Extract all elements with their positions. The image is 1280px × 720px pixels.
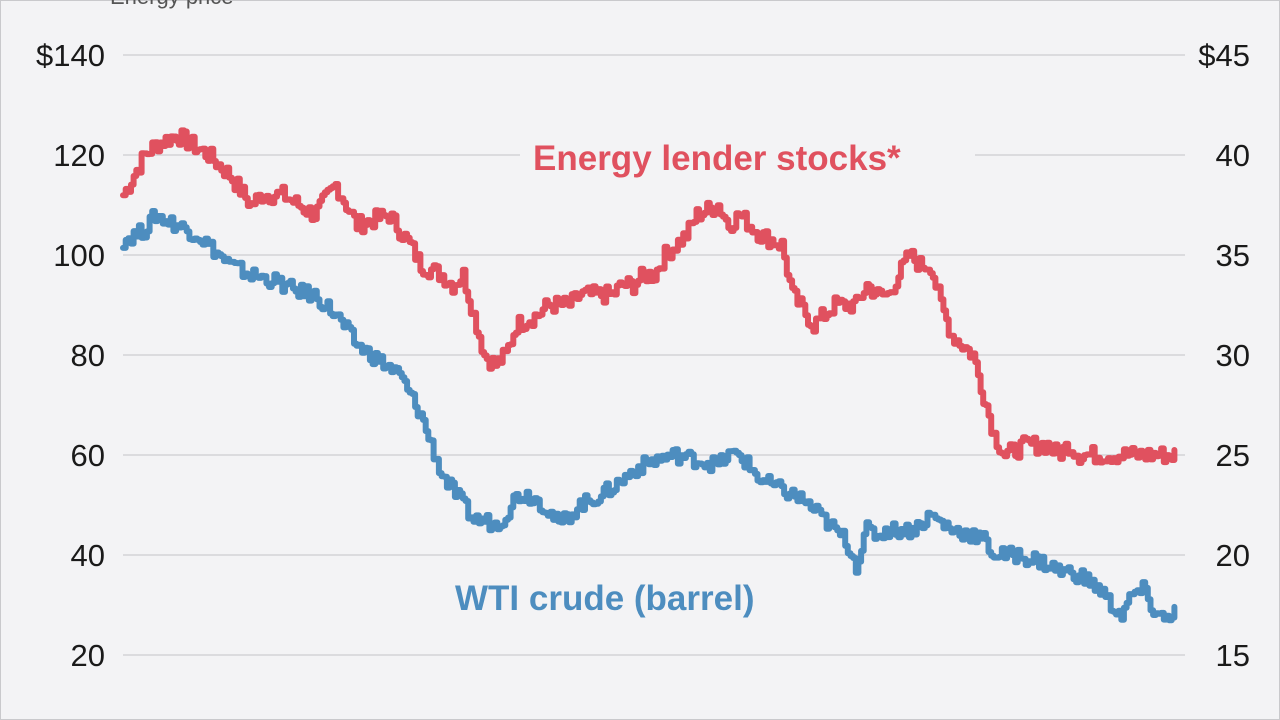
series-label-background: [520, 132, 975, 178]
left-axis-tick-label: 40: [71, 538, 105, 573]
right-axis-ticks: $45 40 35 30 25 20 15: [1198, 38, 1250, 673]
right-axis-tick-label: 25: [1216, 438, 1250, 473]
right-axis-tick-label: 35: [1216, 238, 1250, 273]
left-axis-tick-label: 100: [53, 238, 105, 273]
right-axis-tick-label: 20: [1216, 538, 1250, 573]
series-label-wti-crude: WTI crude (barrel): [455, 579, 754, 618]
left-axis-ticks: $140 120 100 80 60 40 20: [36, 38, 105, 673]
right-axis-tick-label: 30: [1216, 338, 1250, 373]
left-axis-tick-label: 60: [71, 438, 105, 473]
series-line-wti-crude: [120, 208, 1178, 624]
left-axis-tick-label: 120: [53, 138, 105, 173]
series-label-energy-lender-stocks: Energy lender stocks*: [533, 139, 901, 178]
left-axis-tick-label: 80: [71, 338, 105, 373]
left-axis-tick-label: 20: [71, 638, 105, 673]
right-axis-tick-label: $45: [1198, 38, 1250, 73]
right-axis-tick-label: 15: [1216, 638, 1250, 673]
right-axis-tick-label: 40: [1216, 138, 1250, 173]
top-caption: Energy price: [110, 0, 234, 9]
left-axis-tick-label: $140: [36, 38, 105, 73]
series-line-energy-lender-stocks: [120, 127, 1178, 466]
series-lines: [120, 127, 1178, 624]
series-labels: Energy lender stocks* WTI crude (barrel) E…: [110, 0, 975, 618]
